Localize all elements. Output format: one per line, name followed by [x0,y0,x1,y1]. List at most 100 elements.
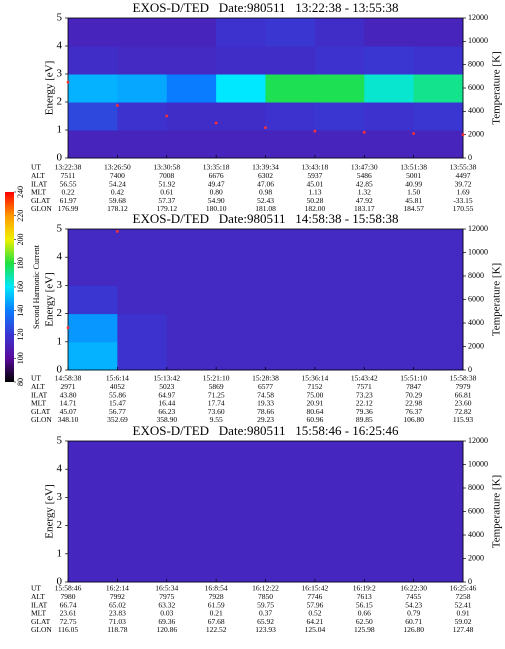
ephemeris-value: 59.68 [109,196,126,205]
spectrogram-cell [364,553,415,583]
y2-tick-label: 0 [468,577,472,586]
ephemeris-value: 14:58:38 [55,374,82,383]
ephemeris-value: 184.57 [403,204,424,213]
ephemeris-value: 66.74 [60,600,77,609]
y2-tick-label: 10000 [468,459,488,468]
colorbar [5,192,14,382]
ephemeris-value: 1.13 [308,188,321,197]
spectrogram-cell [314,130,365,159]
colorbar-tick-label: 160 [16,281,25,293]
ephemeris-value: 50.28 [306,196,323,205]
y-tick-label: 5 [57,12,63,24]
ephemeris-value: 29.23 [257,415,274,424]
ephemeris-value: 115.93 [453,415,474,424]
spectrogram-cell [68,313,118,343]
ephemeris-value: 79.36 [356,407,373,416]
ephemeris-value: 7258 [456,592,471,601]
colorbar-tick-label: 180 [16,257,25,269]
spectrogram-cell [117,469,168,498]
ephemeris-value: 54.24 [109,179,126,188]
ephemeris-value: 19.33 [257,399,274,408]
ephemeris-value: 16:8:54 [205,584,228,593]
ephemeris-value: 15:28:38 [252,374,279,383]
y2-tick-label: 0 [468,153,472,162]
colorbar-tick-label: 140 [16,305,25,317]
spectrogram-cell [117,130,168,159]
spectrogram-cell [216,18,266,47]
ephemeris-value: 64.97 [158,390,175,399]
spectrogram-cell [68,229,118,258]
spectrogram-cell [314,313,365,343]
ephemeris-value: 4052 [110,382,125,391]
spectrogram-cell [364,102,415,131]
y-tick-label: 4 [57,251,63,263]
ephemeris-value: 54.23 [405,600,422,609]
spectrogram-cell [364,229,415,258]
spectrogram-cell [413,102,464,131]
spectrogram-cell [265,553,316,583]
spectrogram-cell [68,469,118,498]
ephemeris-value: 6577 [258,382,273,391]
spectrogram-cell [216,497,266,527]
ephemeris-value: 7152 [307,382,322,391]
ephemeris-value: 64.21 [306,617,323,626]
spectrogram-cell [166,525,217,555]
panel-title: EXOS-D/TED Date:980511 13:22:38 - 13:55:… [133,0,399,15]
temperature-point [66,80,70,84]
spectrogram-cell [413,229,464,258]
spectrogram-cell [413,469,464,498]
ephemeris-label: ILAT [31,390,48,399]
temperature-point [214,121,218,125]
spectrogram-cell [216,553,266,583]
colorbar-tick-label: 240 [16,186,25,198]
ephemeris-label: ALT [31,171,45,180]
ephemeris-value: 5869 [209,382,224,391]
ephemeris-value: 7008 [159,171,174,180]
ephemeris-value: 16:12:22 [252,584,279,593]
spectrogram-cell [314,553,365,583]
ephemeris-value: 5486 [357,171,372,180]
ephemeris-value: 61.59 [208,600,225,609]
ephemeris-label: MLT [31,399,47,408]
ephemeris-value: 176.99 [58,204,79,213]
ephemeris-value: 180.10 [206,204,227,213]
y2-tick-label: 10000 [468,36,488,45]
ephemeris-value: 13:51:38 [400,163,427,172]
ephemeris-value: 0.66 [358,609,371,618]
ephemeris-value: 348.10 [58,415,79,424]
temperature-point [461,133,465,137]
spectrogram-cell [364,469,415,498]
ephemeris-value: 17.74 [208,399,225,408]
spectrogram-cell [166,341,217,371]
ephemeris-value: 13:26:50 [104,163,131,172]
ephemeris-value: 7979 [456,382,471,391]
ephemeris-value: 14.71 [60,399,77,408]
ephemeris-value: 59.02 [455,617,472,626]
spectrogram-cell [314,74,365,103]
ephemeris-value: 56.77 [109,407,126,416]
spectrogram-cell [314,102,365,131]
ephemeris-value: 62.50 [356,617,373,626]
ephemeris-value: 15:58:38 [450,374,477,383]
y-tick-label: 3 [57,279,63,291]
ephemeris-value: 13:30:58 [153,163,180,172]
spectrogram-cell [413,74,464,103]
y-tick-label: 2 [57,96,63,108]
y2-tick-label: 4000 [468,106,484,115]
ephemeris-value: 126.80 [403,625,424,634]
y2-tick-label: 8000 [468,483,484,492]
ephemeris-value: 45.07 [60,407,77,416]
ephemeris-value: 75.00 [306,390,323,399]
spectrogram-cell [265,525,316,555]
ephemeris-label: GLON [31,415,52,424]
ephemeris-value: 60.71 [405,617,422,626]
ephemeris-value: 178.12 [107,204,128,213]
ephemeris-label: MLT [31,609,47,618]
y2-tick-label: 2000 [468,341,484,350]
spectrogram-cell [265,341,316,371]
ephemeris-value: 125.98 [354,625,375,634]
spectrogram-cell [117,525,168,555]
spectrogram-cell [314,525,365,555]
spectrogram-cell [68,18,118,47]
